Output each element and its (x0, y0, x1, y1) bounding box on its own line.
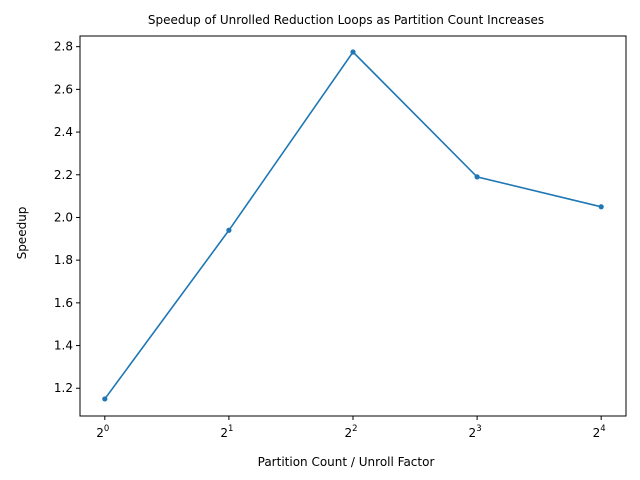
x-tick-label: 24 (593, 424, 606, 440)
x-tick-label: 23 (469, 424, 482, 440)
y-tick-label: 2.6 (54, 82, 73, 96)
x-tick-label: 22 (344, 424, 357, 440)
data-point (350, 49, 356, 55)
data-point (474, 174, 480, 180)
y-tick-label: 2.0 (54, 210, 73, 224)
x-tick-label: 21 (220, 424, 233, 440)
y-tick-label: 1.8 (54, 253, 73, 267)
y-tick-label: 1.4 (54, 339, 73, 353)
y-tick-label: 2.4 (54, 125, 73, 139)
y-tick-label: 2.2 (54, 168, 73, 182)
y-tick-label: 1.6 (54, 296, 73, 310)
y-tick-label: 2.8 (54, 40, 73, 54)
chart-title: Speedup of Unrolled Reduction Loops as P… (148, 13, 544, 27)
y-axis-label: Speedup (15, 207, 29, 260)
y-axis-ticks: 1.2 1.4 1.6 1.8 2.0 2.2 2.4 2.6 2.8 (54, 40, 80, 395)
data-point (598, 204, 604, 210)
x-tick-label: 20 (96, 424, 109, 440)
x-axis-ticks: 20 21 22 23 24 (96, 416, 606, 440)
data-point (102, 396, 108, 402)
x-axis-label: Partition Count / Unroll Factor (258, 455, 435, 469)
series-layer (102, 49, 604, 402)
y-tick-label: 1.2 (54, 381, 73, 395)
data-point (226, 227, 232, 233)
